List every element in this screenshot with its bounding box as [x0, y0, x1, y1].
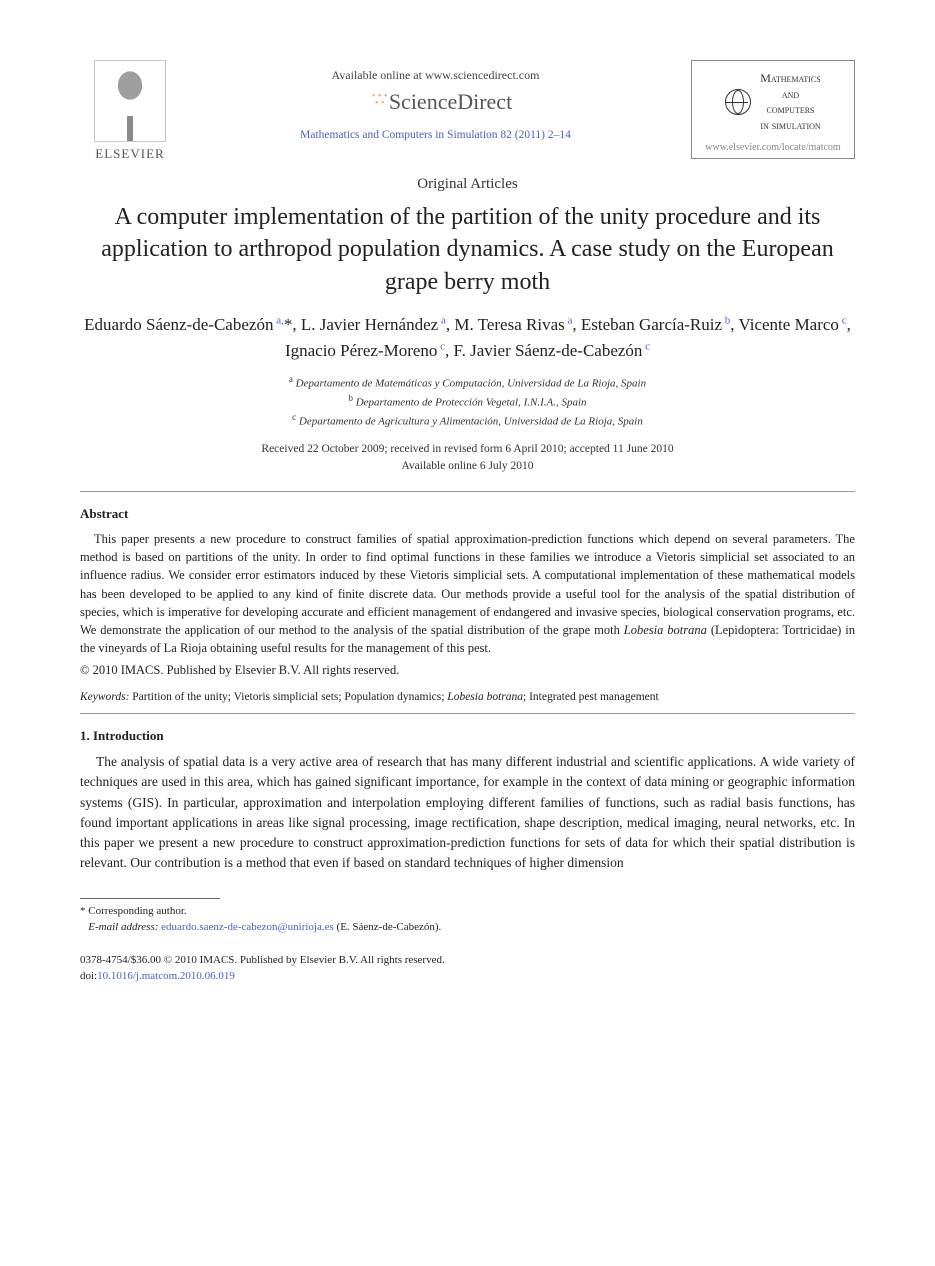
abstract-heading: Abstract [80, 506, 855, 522]
platform-name: ScienceDirect [389, 89, 512, 114]
email-label: E-mail address: [88, 921, 158, 933]
journal-line3: computers [766, 102, 814, 116]
journal-cover-box: Mathematics and computers in simulation … [691, 60, 855, 159]
article-page: ELSEVIER Available online at www.science… [0, 0, 935, 1025]
keywords-values: Partition of the unity; Vietoris simplic… [132, 691, 658, 703]
introduction-body: The analysis of spatial data is a very a… [80, 752, 855, 874]
platform-brand: ScienceDirect [180, 89, 691, 115]
abstract-copyright: © 2010 IMACS. Published by Elsevier B.V.… [80, 661, 855, 679]
journal-url[interactable]: www.elsevier.com/locate/matcom [698, 141, 848, 154]
doi-label: doi: [80, 970, 97, 982]
article-type: Original Articles [80, 176, 855, 193]
keywords-block: Keywords: Partition of the unity; Vietor… [80, 691, 855, 703]
affiliations-block: a Departamento de Matemáticas y Computac… [80, 373, 855, 430]
authors-block: Eduardo Sáenz-de-Cabezón a,*, L. Javier … [80, 312, 855, 363]
footer-copyright: 0378-4754/$36.00 © 2010 IMACS. Published… [80, 952, 855, 969]
journal-line4: in simulation [760, 118, 820, 132]
article-dates: Received 22 October 2009; received in re… [80, 441, 855, 476]
available-online-text: Available online at www.sciencedirect.co… [180, 68, 691, 83]
corresponding-author: * Corresponding author. [80, 903, 855, 920]
citation-link[interactable]: Mathematics and Computers in Simulation … [180, 129, 691, 141]
keywords-label: Keywords: [80, 691, 129, 703]
divider-top [80, 491, 855, 492]
journal-line1: Mathematics [760, 71, 820, 85]
sciencedirect-dots-icon [359, 95, 385, 113]
globe-icon [725, 89, 751, 115]
affiliation-c: c Departamento de Agricultura y Alimenta… [80, 411, 855, 430]
footnote-rule [80, 898, 220, 899]
journal-line2: and [782, 87, 799, 101]
publisher-logo: ELSEVIER [80, 60, 180, 162]
abstract-text: This paper presents a new procedure to c… [80, 530, 855, 657]
publisher-label: ELSEVIER [80, 146, 180, 162]
email-name: (E. Sáenz-de-Cabezón). [337, 921, 442, 933]
divider-bottom [80, 713, 855, 714]
center-header: Available online at www.sciencedirect.co… [180, 60, 691, 141]
affiliation-a: a Departamento de Matemáticas y Computac… [80, 373, 855, 392]
journal-box-top: Mathematics and computers in simulation [698, 71, 848, 133]
doi-link[interactable]: 10.1016/j.matcom.2010.06.019 [97, 970, 235, 982]
footnotes-block: * Corresponding author. E-mail address: … [80, 898, 855, 936]
abstract-body: This paper presents a new procedure to c… [80, 530, 855, 679]
footer-doi: doi:10.1016/j.matcom.2010.06.019 [80, 968, 855, 985]
affiliation-b: b Departamento de Protección Vegetal, I.… [80, 392, 855, 411]
dates-line2: Available online 6 July 2010 [80, 458, 855, 475]
elsevier-tree-icon [94, 60, 166, 142]
author-email-link[interactable]: eduardo.saenz-de-cabezon@unirioja.es [161, 921, 334, 933]
footer-block: 0378-4754/$36.00 © 2010 IMACS. Published… [80, 952, 855, 985]
introduction-heading: 1. Introduction [80, 728, 855, 744]
dates-line1: Received 22 October 2009; received in re… [80, 441, 855, 458]
article-title: A computer implementation of the partiti… [90, 201, 845, 298]
email-line: E-mail address: eduardo.saenz-de-cabezon… [80, 919, 855, 936]
header-row: ELSEVIER Available online at www.science… [80, 60, 855, 162]
